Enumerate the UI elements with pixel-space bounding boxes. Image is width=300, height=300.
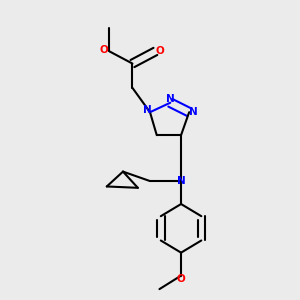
Text: N: N bbox=[177, 176, 185, 186]
Text: N: N bbox=[189, 106, 198, 117]
Text: N: N bbox=[143, 105, 152, 115]
Text: N: N bbox=[166, 94, 175, 104]
Text: O: O bbox=[156, 46, 165, 56]
Text: O: O bbox=[100, 45, 109, 55]
Text: O: O bbox=[177, 274, 185, 284]
